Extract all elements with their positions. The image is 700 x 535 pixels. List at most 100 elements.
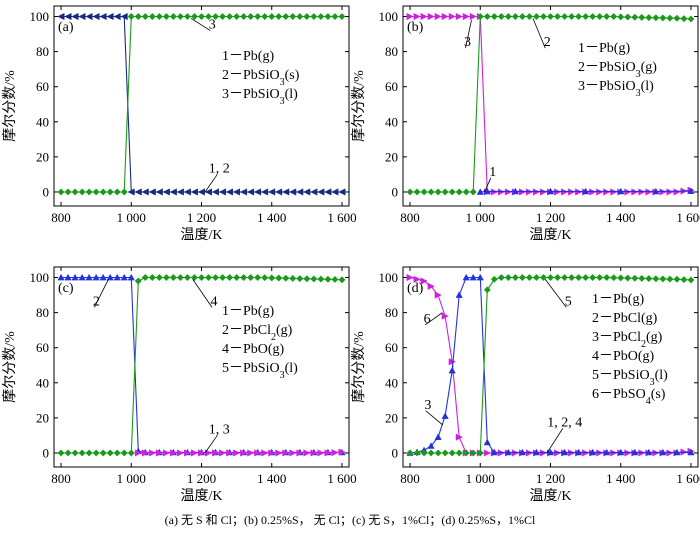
- x-axis-label: 温度/K: [181, 227, 223, 243]
- data-point: [617, 448, 625, 456]
- data-point: [219, 273, 227, 282]
- data-point: [183, 273, 192, 282]
- data-point: [624, 13, 632, 21]
- annotation-leader: [484, 177, 492, 193]
- data-point: [476, 273, 484, 281]
- data-point: [455, 12, 463, 21]
- data-point: [518, 273, 526, 282]
- data-point: [525, 12, 533, 21]
- data-point: [666, 14, 674, 22]
- data-point: [596, 449, 604, 457]
- data-point: [289, 449, 297, 457]
- legend-entry: 2－PbCl(g): [592, 311, 658, 326]
- data-point: [673, 14, 681, 22]
- x-tick-label: 1 200: [187, 210, 216, 225]
- annotation-label: 3: [464, 35, 471, 50]
- data-point: [483, 286, 491, 294]
- data-point: [218, 188, 227, 196]
- annotation-leader: [465, 19, 472, 49]
- data-point: [575, 273, 583, 282]
- data-point: [169, 188, 177, 196]
- data-point: [141, 12, 149, 21]
- data-point: [296, 275, 304, 283]
- data-point: [134, 188, 142, 196]
- data-series: [57, 12, 346, 196]
- data-point: [525, 188, 534, 196]
- data-point: [631, 274, 639, 282]
- data-point: [64, 273, 72, 281]
- x-tick-label: 1 600: [327, 471, 356, 486]
- data-point: [162, 12, 170, 21]
- data-point: [240, 273, 248, 282]
- data-point: [317, 12, 325, 21]
- annotation-label: 3: [424, 398, 431, 413]
- data-point: [518, 12, 526, 21]
- data-point: [490, 448, 498, 456]
- legend-entry: 4－PbO(g): [592, 349, 655, 364]
- data-point: [134, 277, 142, 285]
- data-point: [183, 188, 191, 196]
- data-point: [338, 448, 346, 456]
- data-point: [275, 12, 283, 21]
- x-tick-label: 800: [400, 210, 420, 225]
- y-tick-label: 60: [385, 340, 398, 355]
- data-point: [268, 274, 276, 282]
- data-point: [448, 358, 456, 366]
- data-point: [92, 273, 100, 281]
- plot-frame: [53, 5, 350, 207]
- legend-entry: 2－PbCl2(g): [222, 323, 293, 343]
- data-point: [197, 12, 206, 21]
- annotation-label: 1, 2: [209, 161, 230, 176]
- data-point: [659, 14, 667, 22]
- data-point: [176, 188, 184, 196]
- data-point: [652, 14, 660, 22]
- figure-caption: (a) 无 S 和 Cl；(b) 0.25%S， 无 Cl；(c) 无 S，1%…: [164, 513, 536, 527]
- data-point: [155, 449, 164, 457]
- data-point: [434, 12, 442, 21]
- annotation-label: 2: [93, 294, 100, 309]
- series-line: [61, 15, 342, 193]
- data-point: [106, 273, 114, 281]
- annotation-label: 4: [211, 294, 218, 309]
- y-axis-label: 摩尔分数/%: [1, 331, 18, 403]
- annotation-label: 3: [209, 18, 216, 33]
- data-point: [469, 273, 477, 281]
- data-point: [652, 449, 660, 457]
- data-point: [455, 433, 463, 441]
- data-point: [289, 188, 297, 196]
- data-point: [638, 188, 646, 196]
- data-series: [476, 187, 695, 195]
- data-point: [554, 449, 562, 457]
- data-point: [155, 12, 163, 21]
- data-point: [441, 12, 449, 21]
- data-point: [434, 291, 442, 299]
- data-point: [687, 276, 695, 284]
- data-point: [303, 188, 311, 196]
- y-tick-label: 0: [392, 445, 399, 460]
- data-point: [148, 188, 156, 196]
- data-point: [134, 449, 143, 457]
- legend-entry: 3－PbCl2(g): [592, 330, 663, 350]
- data-point: [568, 449, 576, 457]
- data-point: [420, 277, 428, 285]
- data-point: [406, 12, 414, 21]
- data-point: [603, 12, 611, 21]
- x-tick-label: 1 600: [676, 210, 700, 225]
- data-point: [106, 12, 114, 21]
- legend-entry: 2－PbSiO3(g): [578, 60, 657, 80]
- data-point: [78, 188, 86, 196]
- data-point: [455, 291, 463, 298]
- y-tick-label: 80: [385, 305, 398, 320]
- data-point: [420, 12, 428, 21]
- data-point: [441, 312, 449, 320]
- series-line: [480, 190, 692, 193]
- data-point: [483, 187, 491, 195]
- data-point: [71, 188, 79, 196]
- data-point: [582, 12, 590, 21]
- data-point: [296, 12, 304, 21]
- x-tick-label: 1 600: [327, 210, 356, 225]
- data-point: [631, 448, 639, 456]
- data-point: [296, 449, 304, 457]
- data-point: [575, 188, 583, 196]
- data-point: [603, 448, 611, 456]
